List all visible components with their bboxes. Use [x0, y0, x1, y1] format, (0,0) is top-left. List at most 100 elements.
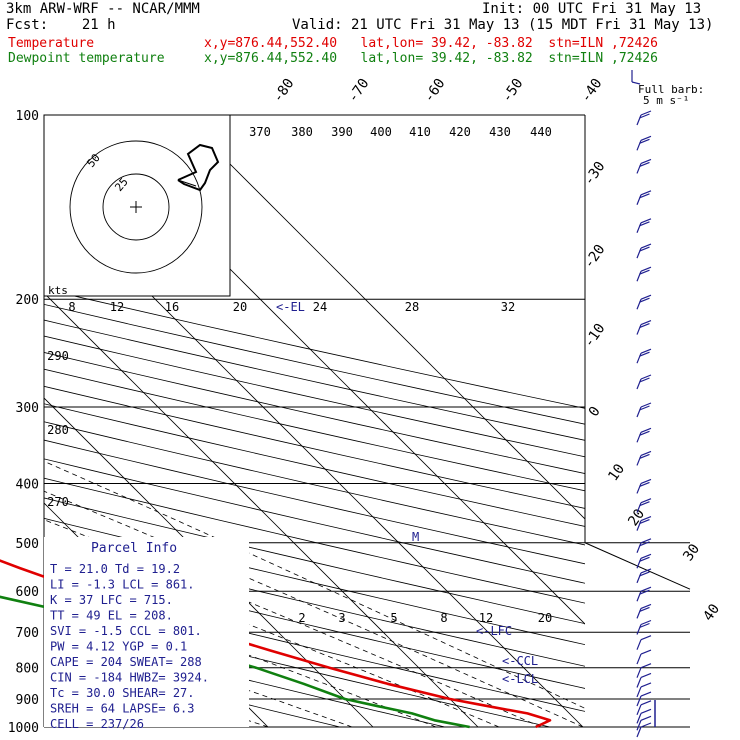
wind-barb-feather: [639, 606, 650, 612]
wind-barb-feather: [639, 193, 650, 199]
wind-barb-staff: [636, 406, 642, 418]
wind-barb-feather: [640, 635, 652, 641]
wind-barb-staff: [636, 502, 642, 513]
wind-barb-staff: [636, 639, 642, 650]
theta-label: 270: [47, 495, 69, 509]
dry-adiabat: [44, 335, 585, 458]
theta-label: 280: [47, 423, 69, 437]
dewpoint-location: x,y=876.44,552.40 lat,lon= 39.42, -83.82…: [204, 51, 658, 66]
level-annotation: M: [412, 530, 419, 544]
wind-barb-feather: [640, 320, 652, 326]
isotherm-label: 30: [680, 541, 703, 564]
isotherm-label: -80: [270, 76, 298, 106]
isotherm-line: [44, 397, 374, 727]
wind-barb-staff: [636, 114, 642, 126]
mixing-ratio-label: 2: [298, 611, 305, 625]
pressure-label: 800: [16, 662, 39, 677]
level-annotation: <-LFC: [476, 624, 512, 638]
wind-barb: [636, 715, 652, 731]
theta-e-label: 430: [489, 125, 511, 139]
wind-barb: [636, 619, 652, 635]
pressure-label: 700: [16, 626, 39, 641]
theta-e-label: 440: [530, 125, 552, 139]
wind-barb-feather: [639, 221, 650, 227]
wind-barb-feather: [640, 691, 652, 697]
parcel-info-box: [44, 537, 249, 727]
wind-barb-feather: [639, 269, 650, 275]
wind-barb-feather: [639, 501, 650, 507]
wind-barbs: Full barb:5 m s⁻¹: [631, 70, 704, 738]
wind-barb: [636, 663, 652, 678]
wind-barb: [636, 243, 652, 259]
pressure-label: 300: [16, 401, 39, 416]
pressure-label: 400: [16, 477, 39, 492]
temperature-location: x,y=876.44,552.40 lat,lon= 39.42, -83.82…: [204, 36, 658, 51]
parcel-info-line: CELL = 237/26: [50, 717, 144, 731]
parcel-info-line: K = 37 LFC = 715.: [50, 593, 173, 607]
wind-barb-feather: [639, 323, 650, 329]
wind-barb-feather: [639, 556, 650, 562]
wind-barb: [636, 672, 652, 688]
wind-barb: [636, 682, 652, 698]
wind-barb-feather: [640, 348, 652, 354]
wind-barb: [636, 266, 652, 282]
wind-barb-staff: [636, 247, 642, 259]
wind-barb-staff: [636, 704, 642, 716]
wind-barb-staff: [636, 558, 642, 569]
theta-e-label: 390: [331, 125, 353, 139]
wind-barb: [636, 603, 652, 619]
dry-adiabat: [44, 352, 585, 474]
wind-barb-staff: [636, 520, 642, 531]
wind-barb-feather: [640, 158, 652, 165]
wind-barb: [636, 538, 652, 553]
wind-barb-feather: [640, 218, 652, 224]
mixing-ratio-label: 8: [68, 300, 75, 314]
legend-barb-feather: [631, 81, 641, 85]
wind-barb: [636, 158, 652, 174]
isotherm-label: -60: [421, 76, 449, 106]
wind-barb-feather: [639, 589, 650, 595]
dry-adiabat: [44, 497, 585, 625]
moist-adiabat: [44, 460, 585, 709]
wind-barb-feather: [639, 519, 650, 525]
temperature-profile: [0, 559, 552, 729]
wind-barb-feather: [639, 571, 650, 577]
mixing-ratio-label: 20: [233, 300, 247, 314]
wind-barb-staff: [636, 713, 642, 724]
wind-barb-staff: [636, 378, 642, 390]
isotherm-label: 20: [625, 506, 648, 529]
theta-label: 290: [47, 349, 69, 363]
wind-barb-feather: [640, 427, 652, 433]
dry-adiabat: [44, 319, 585, 441]
wind-barb-feather: [640, 700, 652, 706]
wind-barb-feather: [639, 405, 650, 411]
wind-barb-feather: [639, 351, 650, 357]
wind-barb-feather: [639, 113, 650, 119]
wind-barb: [636, 427, 652, 443]
dewpoint-legend: Dewpoint temperature: [8, 51, 165, 66]
wind-barb: [636, 294, 652, 310]
pressure-label: 500: [16, 537, 39, 552]
wind-barb: [636, 649, 652, 665]
wind-barb-feather: [639, 138, 650, 144]
wind-barb: [636, 348, 652, 364]
dry-adiabat: [44, 458, 585, 584]
wind-barb-staff: [636, 163, 642, 174]
wind-barb: [636, 218, 652, 233]
wind-barb-feather: [639, 481, 650, 488]
wind-barb-feather: [640, 516, 652, 522]
parcel-info-line: LI = -1.3 LCL = 861.: [50, 578, 195, 592]
wind-barb-feather: [640, 603, 652, 609]
wind-barb-feather: [640, 568, 652, 574]
mixing-ratio-label: 3: [338, 611, 345, 625]
mixing-ratio-label: 12: [479, 611, 493, 625]
isotherm-line: [180, 115, 585, 520]
dry-adiabat: [44, 517, 585, 646]
theta-e-label: 410: [409, 125, 431, 139]
wind-barb-staff: [636, 591, 642, 602]
wind-barb: [636, 110, 652, 126]
wind-barb-staff: [636, 726, 642, 738]
pressure-label: 1000: [8, 721, 39, 736]
